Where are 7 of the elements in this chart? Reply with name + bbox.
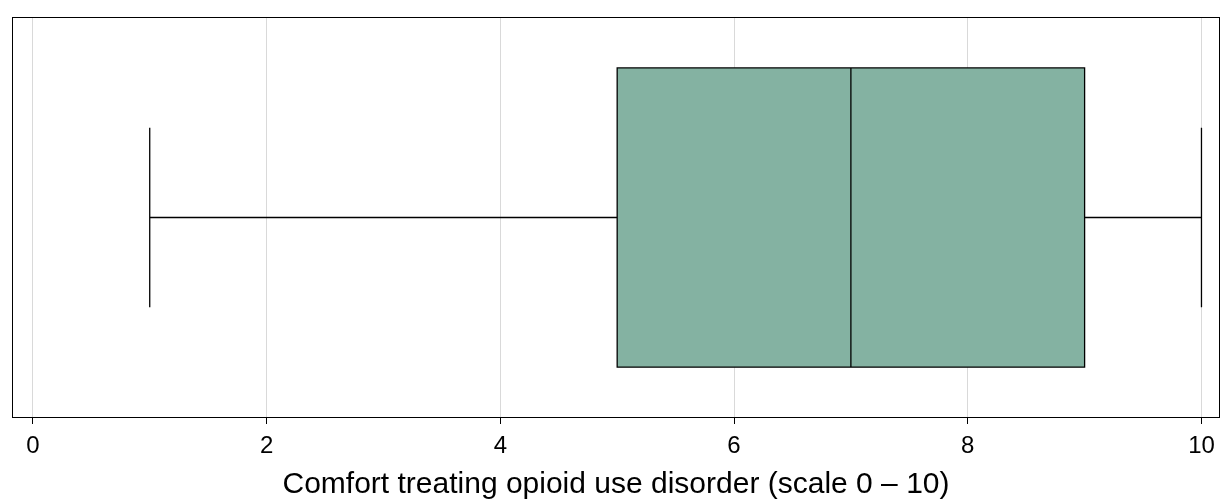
x-axis-title: Comfort treating opioid use disorder (scale 0 – 10) (282, 466, 950, 500)
x-tick-label: 0 (26, 430, 40, 458)
x-tick-label: 10 (1188, 430, 1215, 458)
x-tick-label: 4 (493, 430, 507, 458)
x-tick-label: 2 (259, 430, 274, 458)
x-tick-label: 8 (961, 430, 975, 458)
x-tick-label: 6 (727, 430, 741, 458)
